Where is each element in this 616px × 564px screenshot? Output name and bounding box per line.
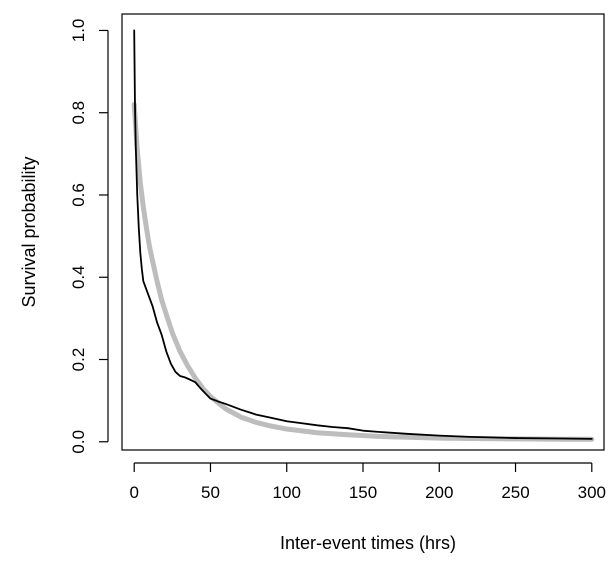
- x-tick-label: 200: [425, 483, 453, 502]
- y-tick-label: 0.8: [69, 101, 88, 125]
- series-layer: [131, 29, 595, 442]
- x-tick-label: 300: [578, 483, 606, 502]
- x-tick-label: 0: [129, 483, 138, 502]
- x-tick-label: 150: [349, 483, 377, 502]
- y-tick-label: 1.0: [69, 19, 88, 43]
- y-tick-label: 0.4: [69, 265, 88, 289]
- y-axis-label: Survival probability: [19, 156, 39, 307]
- x-tick-label: 100: [273, 483, 301, 502]
- y-tick-label: 0.0: [69, 430, 88, 454]
- x-tick-label: 50: [201, 483, 220, 502]
- x-axis: 0 50 100 150 200 250 300: [129, 462, 606, 502]
- fitted-survival-curve: [131, 101, 595, 442]
- empirical-survival-curve: [133, 29, 593, 440]
- x-axis-label: Inter-event times (hrs): [280, 533, 456, 553]
- y-tick-label: 0.6: [69, 183, 88, 207]
- plot-frame: [121, 13, 605, 451]
- y-axis: 0.0 0.2 0.4 0.6 0.8 1.0: [69, 19, 109, 454]
- x-tick-label: 250: [501, 483, 529, 502]
- y-tick-label: 0.2: [69, 348, 88, 372]
